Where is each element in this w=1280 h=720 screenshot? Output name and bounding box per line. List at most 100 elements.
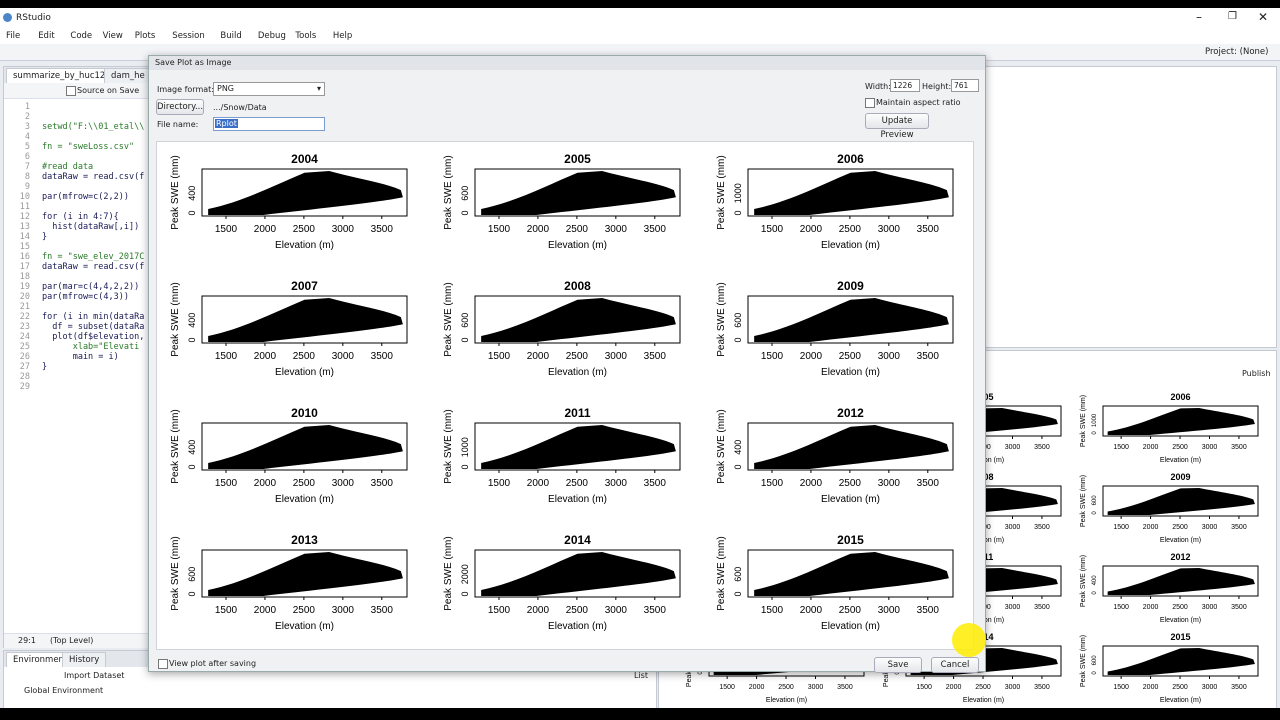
panel-title: 2009 [1170, 472, 1190, 482]
project-menu[interactable]: Project: (None) [1205, 47, 1269, 57]
close[interactable]: ✕ [1258, 10, 1269, 24]
panel-title: 2006 [837, 152, 864, 166]
y-tick-label: 600 [460, 313, 470, 328]
x-tick-label: 1500 [761, 224, 784, 235]
menu-item[interactable]: View [102, 31, 123, 41]
y-axis-label: Peak SWE (mm) [716, 282, 727, 356]
y-tick-label: 0 [460, 591, 470, 596]
y-tick-label: 0 [460, 337, 470, 342]
file-name-label: File name: [157, 120, 199, 129]
x-tick-label: 1500 [761, 478, 784, 489]
publish-button[interactable]: Publish [1242, 369, 1271, 378]
y-tick-label: 0 [733, 337, 743, 342]
view-mode[interactable]: List [634, 671, 648, 680]
plot-box [201, 295, 408, 344]
code-line: plot(df$elevation, [42, 332, 145, 342]
import-dataset[interactable]: Import Dataset [64, 671, 125, 680]
scatter-panel: 2011 1500 2000 2500 3000 3500 0 1000 Elevation (… [443, 406, 681, 505]
scatter-cloud [754, 171, 949, 215]
maximize[interactable]: ❐ [1228, 11, 1237, 22]
menu-item[interactable]: Build [220, 31, 242, 41]
x-tick-label: 2500 [1172, 604, 1188, 611]
save-button[interactable]: Save [874, 657, 922, 673]
menu-item[interactable]: Plots [134, 31, 156, 41]
panel-title: 2009 [837, 279, 864, 293]
plot-box [201, 549, 408, 598]
x-tick-label: 3500 [1231, 684, 1247, 691]
aspect-checkbox[interactable] [865, 98, 875, 108]
menu-item[interactable]: Session [172, 31, 205, 41]
directory-button[interactable]: Directory... [156, 99, 204, 115]
source-on-save-label: Source on Save [77, 86, 140, 95]
scatter-cloud [754, 425, 949, 469]
width-input[interactable]: 1226 [890, 79, 920, 92]
scatter-cloud [481, 171, 676, 215]
x-tick-label: 2500 [839, 224, 862, 235]
y-axis-label: Peak SWE (mm) [716, 155, 727, 229]
x-tick-label: 2000 [527, 605, 550, 616]
x-tick-label: 3500 [1231, 604, 1247, 611]
scatter-panel: 2012 1500 2000 2500 3000 3500 0 400 Elevation (m… [716, 406, 954, 505]
scope[interactable]: (Top Level) [50, 636, 94, 645]
x-tick-label: 3000 [1005, 524, 1021, 531]
line-number: 11 [19, 202, 30, 212]
code-area[interactable]: 1 2 3 setwd("F:\\01_etal\\ 4 5 fn = "sweLoss.c… [4, 102, 656, 632]
height-input[interactable]: 761 [951, 79, 979, 92]
x-tick-label: 3000 [1202, 604, 1218, 611]
source-on-save-checkbox[interactable] [66, 86, 76, 96]
x-tick-label: 1500 [1113, 684, 1129, 691]
y-tick-label: 0 [733, 591, 743, 596]
x-tick-label: 1500 [488, 478, 511, 489]
x-tick-label: 3500 [837, 684, 853, 691]
x-tick-label: 2000 [254, 605, 277, 616]
menu-item[interactable]: File [6, 31, 21, 41]
scatter-cloud [208, 425, 403, 469]
scatter-panel: 2005 1500 2000 2500 3000 3500 0 600 Elevation (m… [443, 152, 681, 251]
tab[interactable]: dam_he [104, 68, 152, 83]
x-tick-label: 3500 [371, 224, 394, 235]
menu-item[interactable]: Code [70, 31, 93, 41]
x-tick-label: 2000 [800, 605, 823, 616]
y-tick-label: 2000 [460, 564, 470, 584]
x-tick-label: 3000 [605, 351, 628, 362]
y-tick-label: 600 [1092, 495, 1098, 506]
y-axis-label: Peak SWE (mm) [1080, 635, 1087, 687]
x-tick-label: 2000 [1143, 604, 1159, 611]
menu-item[interactable]: Edit [38, 31, 55, 41]
aspect-label: Maintain aspect ratio [876, 98, 961, 107]
update-preview-button[interactable]: Update Preview [865, 113, 929, 140]
x-tick-label: 1500 [215, 351, 238, 362]
code-line: #read data [42, 162, 94, 172]
cancel-button[interactable]: Cancel [931, 657, 979, 673]
x-tick-label: 3000 [878, 605, 901, 616]
code-line: for (i in min(dataRa [42, 312, 145, 322]
line-number: 15 [19, 242, 30, 252]
y-tick-label: 0 [733, 210, 743, 215]
x-tick-label: 2500 [1172, 684, 1188, 691]
view-after-checkbox[interactable] [158, 659, 168, 669]
menu-item[interactable]: Debug [257, 31, 286, 41]
x-tick-label: 2000 [800, 224, 823, 235]
x-tick-label: 3000 [332, 224, 355, 235]
x-tick-label: 2500 [1172, 444, 1188, 451]
tab[interactable]: History [62, 652, 107, 667]
x-axis-label: Elevation (m) [1160, 457, 1201, 464]
menu-item[interactable]: Help [332, 31, 353, 41]
y-tick-label: 400 [733, 440, 743, 455]
y-axis-label: Peak SWE (mm) [716, 409, 727, 483]
x-tick-label: 2500 [778, 684, 794, 691]
minimize[interactable]: – [1196, 10, 1202, 24]
x-tick-label: 2500 [566, 351, 589, 362]
format-select[interactable]: PNG ▾ [213, 82, 325, 96]
plot-box [474, 549, 681, 598]
panel-title: 2006 [1170, 392, 1190, 402]
menu-item[interactable]: Tools [295, 31, 317, 41]
y-tick-label: 400 [187, 313, 197, 328]
line-number: 22 [19, 312, 30, 322]
window-title: RStudio [16, 13, 51, 23]
file-name-input[interactable]: Rplot [213, 117, 325, 131]
line-number: 10 [19, 192, 30, 202]
line-number: 4 [24, 132, 30, 142]
global-environment[interactable]: Global Environment [24, 686, 104, 695]
x-axis-label: Elevation (m) [548, 240, 607, 251]
